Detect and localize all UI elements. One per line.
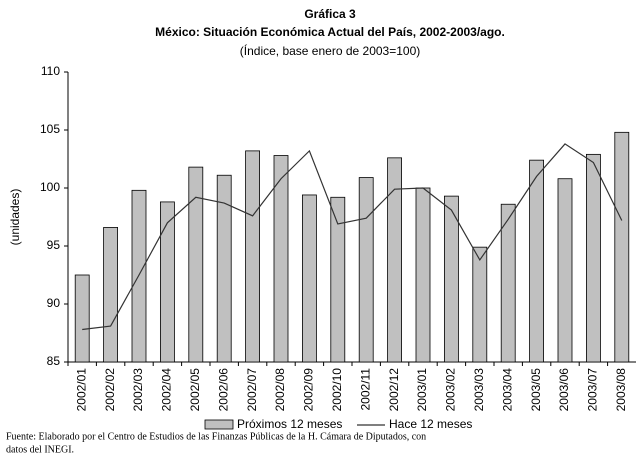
y-axis-label: (unidades) (8, 189, 22, 246)
x-tick-label: 2003/01 (415, 368, 429, 412)
bar (614, 131, 630, 363)
bar (188, 166, 204, 363)
bar (159, 201, 175, 363)
x-tick-label: 2002/08 (273, 368, 287, 412)
x-tick-label: 2002/02 (103, 368, 117, 412)
x-tick-label: 2002/09 (302, 368, 316, 412)
x-tick-label: 2003/03 (472, 368, 486, 412)
x-tick-label: 2002/05 (188, 368, 202, 412)
y-tick-label: 90 (47, 296, 61, 310)
bar (245, 150, 261, 363)
x-tick-label: 2003/04 (500, 368, 514, 412)
bar (472, 246, 488, 363)
x-tick-label: 2003/08 (614, 368, 628, 412)
x-tick-label: 2002/06 (216, 368, 230, 412)
legend-label: Hace 12 meses (389, 417, 472, 431)
source: datos del INEGI. (6, 444, 74, 455)
x-tick-label: 2002/10 (330, 368, 344, 412)
bar (586, 153, 601, 363)
bar (216, 174, 232, 363)
chart-note: (Índice, base enero de 2003=100) (240, 43, 420, 58)
x-tick-label: 2002/12 (387, 368, 401, 412)
bar (358, 177, 374, 363)
bar (74, 274, 90, 363)
source: Fuente: Elaborado por el Centro de Estud… (6, 431, 426, 442)
bar (529, 159, 544, 363)
bar (500, 203, 516, 363)
x-tick-label: 2003/05 (529, 368, 543, 412)
x-tick-label: 2002/01 (74, 368, 88, 412)
legend-label: Próximos 12 meses (237, 417, 342, 431)
x-tick-label: 2002/11 (358, 368, 372, 411)
y-tick-label: 85 (47, 354, 61, 368)
x-tick-label: 2002/03 (131, 368, 145, 412)
line (82, 143, 623, 331)
x-tick-label: 2002/04 (160, 368, 174, 412)
bar (415, 187, 431, 363)
bar (330, 196, 346, 363)
chart-subtitle: México: Situación Económica Actual del P… (155, 25, 505, 39)
bar (301, 194, 317, 363)
x-tick-label: 2003/07 (586, 368, 600, 412)
bar (273, 155, 289, 363)
y-tick-label: 105 (40, 122, 60, 136)
legend-swatch (204, 419, 234, 430)
bar (103, 227, 118, 363)
bar (443, 195, 459, 363)
x-tick-label: 2002/07 (245, 368, 259, 412)
bar (387, 157, 403, 363)
y-tick-label: 95 (47, 238, 61, 252)
y-tick-label: 110 (41, 64, 60, 78)
chart-title: Gráfica 3 (304, 7, 356, 21)
x-tick-label: 2003/02 (444, 368, 458, 412)
x-tick-label: 2003/06 (557, 368, 571, 412)
y-tick-label: 100 (40, 180, 60, 194)
bar (557, 178, 573, 363)
